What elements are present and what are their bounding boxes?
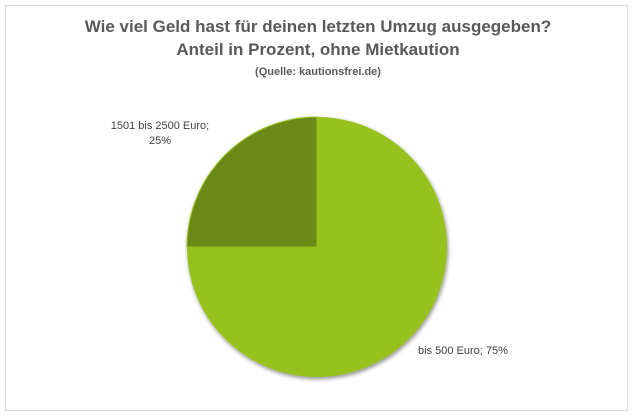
data-label-bis-500-euro: bis 500 Euro; 75% <box>418 345 508 357</box>
chart-title: Wie viel Geld hast für deinen letzten Um… <box>84 17 552 36</box>
pie-slice-1501-bis-2500-euro[interactable] <box>186 116 318 248</box>
data-label-line: 25% <box>148 135 172 147</box>
data-label-1501-bis-2500-euro: 1501 bis 2500 Euro; 25% <box>100 119 220 149</box>
chart-source: (Quelle: kautionsfrei.de) <box>255 66 381 78</box>
data-label-line: 1501 bis 2500 Euro; <box>110 120 210 132</box>
chart-subtitle: Anteil in Prozent, ohne Mietkaution <box>176 40 460 59</box>
